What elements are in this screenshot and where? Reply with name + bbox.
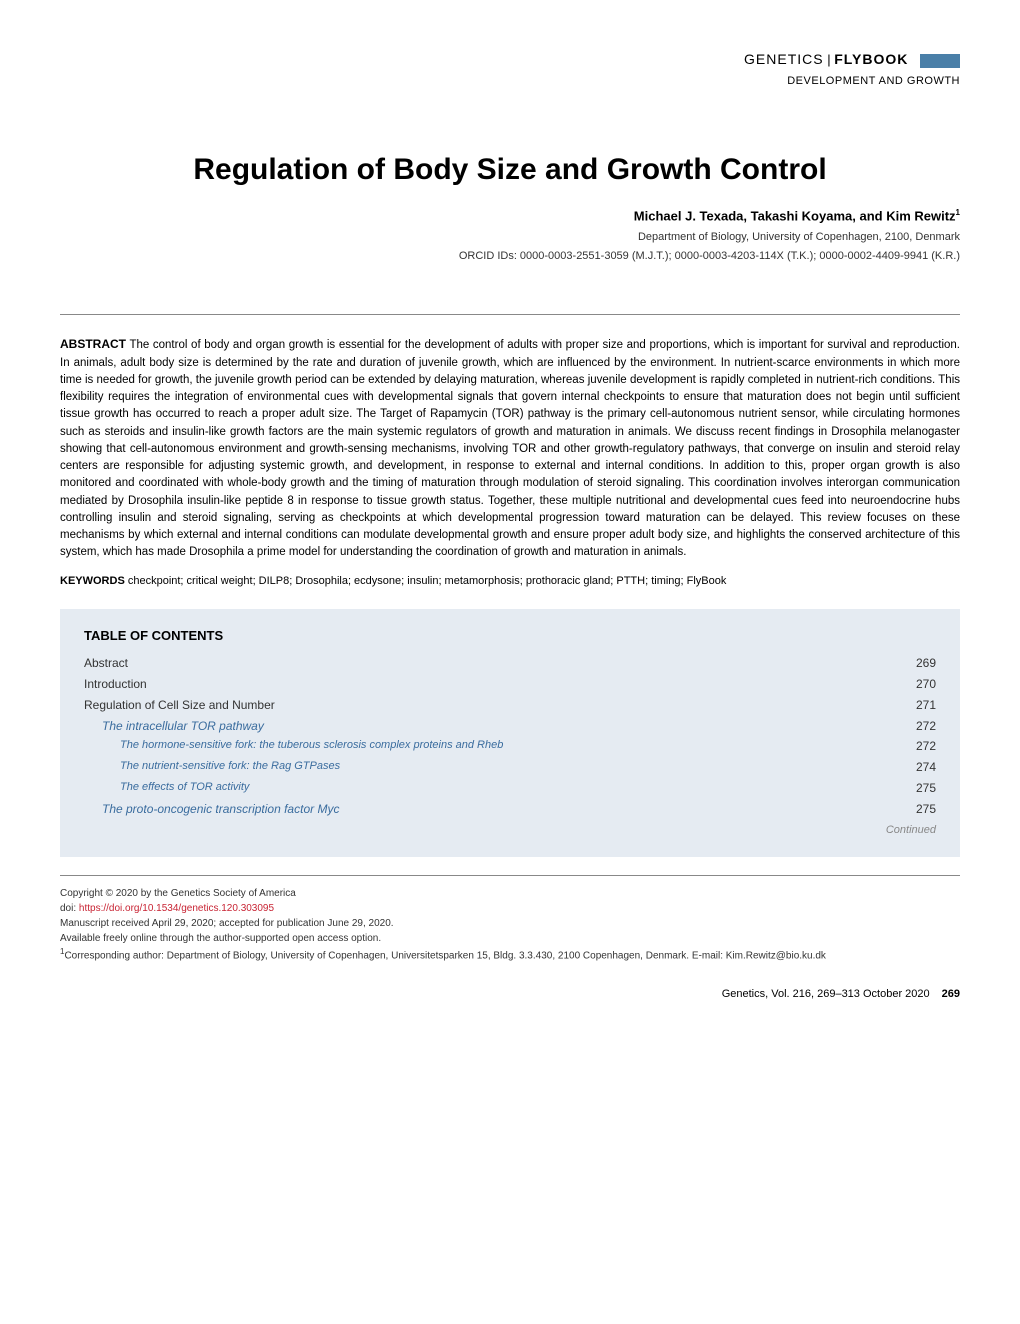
copyright-line: Copyright © 2020 by the Genetics Society… xyxy=(60,886,960,901)
citation: Genetics, Vol. 216, 269–313 October 2020 xyxy=(722,987,930,1002)
toc-item-page: 271 xyxy=(916,697,936,714)
section-name: DEVELOPMENT AND GROWTH xyxy=(60,74,960,89)
toc-row[interactable]: The intracellular TOR pathway 272 xyxy=(84,718,936,735)
orcid-ids: ORCID IDs: 0000-0003-2551-3059 (M.J.T.);… xyxy=(60,249,960,264)
toc-item-page: 270 xyxy=(916,676,936,693)
journal-header: GENETICS | FLYBOOK xyxy=(60,50,960,70)
toc-row[interactable]: The effects of TOR activity 275 xyxy=(84,780,936,797)
journal-name: GENETICS xyxy=(744,51,824,67)
toc-item-label: Abstract xyxy=(84,655,128,672)
toc-item-label: The proto-oncogenic transcription factor… xyxy=(84,801,339,818)
toc-rows: Abstract 269 Introduction 270 Regulation of … xyxy=(84,655,936,817)
corresponding-line: 1Corresponding author: Department of Bio… xyxy=(60,946,960,963)
toc-row[interactable]: Introduction 270 xyxy=(84,676,936,693)
toc-title: TABLE OF CONTENTS xyxy=(84,627,936,645)
keywords-label: KEYWORDS xyxy=(60,575,125,587)
toc-row[interactable]: Regulation of Cell Size and Number 271 xyxy=(84,697,936,714)
keywords-list: checkpoint; critical weight; DILP8; Dros… xyxy=(128,575,727,587)
toc-item-label: Regulation of Cell Size and Number xyxy=(84,697,275,714)
toc-item-page: 274 xyxy=(916,759,936,776)
toc-row[interactable]: The proto-oncogenic transcription factor… xyxy=(84,801,936,818)
toc-item-label: The hormone-sensitive fork: the tuberous… xyxy=(84,738,503,755)
toc-item-label: The effects of TOR activity xyxy=(84,780,249,797)
corresponding-text: Corresponding author: Department of Biol… xyxy=(64,950,825,961)
received-line: Manuscript received April 29, 2020; acce… xyxy=(60,916,960,931)
toc-continued: Continued xyxy=(84,823,936,838)
toc-item-label: The nutrient-sensitive fork: the Rag GTP… xyxy=(84,759,340,776)
toc-row[interactable]: Abstract 269 xyxy=(84,655,936,672)
article-title: Regulation of Body Size and Growth Contr… xyxy=(60,149,960,191)
toc-row[interactable]: The hormone-sensitive fork: the tuberous… xyxy=(84,738,936,755)
authors-text: Michael J. Texada, Takashi Koyama, and K… xyxy=(634,208,956,223)
footer-divider xyxy=(60,875,960,876)
toc-item-page: 272 xyxy=(916,738,936,755)
affiliation: Department of Biology, University of Cop… xyxy=(60,230,960,245)
doi-line: doi: https://doi.org/10.1534/genetics.12… xyxy=(60,901,960,916)
doi-label: doi: xyxy=(60,903,79,914)
series-name: FLYBOOK xyxy=(834,51,908,67)
toc-box: TABLE OF CONTENTS Abstract 269 Introductio… xyxy=(60,609,960,857)
keywords-block: KEYWORDS checkpoint; critical weight; DI… xyxy=(60,574,960,589)
page-number: 269 xyxy=(942,987,960,1002)
author-sup: 1 xyxy=(956,208,960,217)
toc-row[interactable]: The nutrient-sensitive fork: the Rag GTP… xyxy=(84,759,936,776)
toc-item-label: Introduction xyxy=(84,676,147,693)
doi-link[interactable]: https://doi.org/10.1534/genetics.120.303… xyxy=(79,903,274,914)
toc-item-page: 275 xyxy=(916,780,936,797)
page-footer: Genetics, Vol. 216, 269–313 October 2020… xyxy=(60,987,960,1002)
toc-item-page: 275 xyxy=(916,801,936,818)
access-line: Available freely online through the auth… xyxy=(60,931,960,946)
abstract-block: ABSTRACT The control of body and organ g… xyxy=(60,335,960,561)
abstract-label: ABSTRACT xyxy=(60,337,126,351)
authors-line: Michael J. Texada, Takashi Koyama, and K… xyxy=(60,207,960,226)
toc-item-page: 272 xyxy=(916,718,936,735)
divider xyxy=(60,314,960,315)
toc-item-label: The intracellular TOR pathway xyxy=(84,718,264,735)
abstract-text: The control of body and organ growth is … xyxy=(60,339,960,558)
accent-bar xyxy=(920,54,960,68)
footer-block: Copyright © 2020 by the Genetics Society… xyxy=(60,886,960,963)
toc-item-page: 269 xyxy=(916,655,936,672)
